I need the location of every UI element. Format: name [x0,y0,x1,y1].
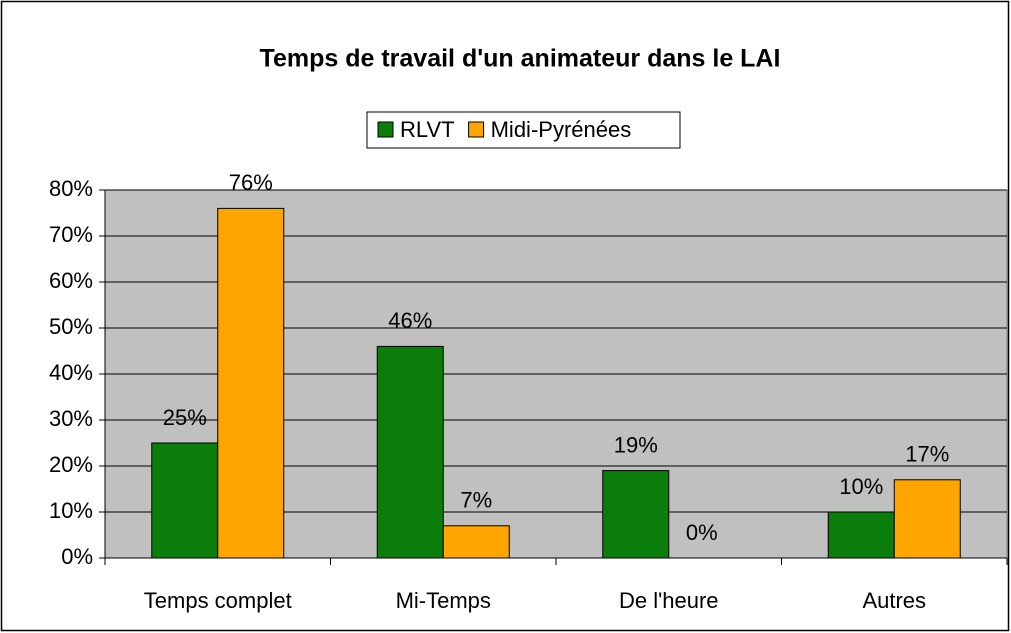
legend-label: RLVT [400,117,455,142]
bar [151,442,219,559]
y-tick-label: 60% [49,268,93,293]
data-label: 10% [839,474,883,499]
x-tick-label: Temps complet [144,588,292,613]
y-tick-label: 50% [49,314,93,339]
data-label: 17% [905,442,949,467]
y-tick-label: 40% [49,360,93,385]
legend-box [366,111,681,149]
bar [217,207,285,559]
legend-swatch [377,121,394,138]
y-tick-label: 30% [49,406,93,431]
legend-label: Midi-Pyrénées [491,117,632,142]
data-label: 76% [229,170,273,195]
y-tick-label: 0% [61,544,93,569]
data-label: 0% [686,520,718,545]
x-tick-label: Autres [862,588,926,613]
y-tick-label: 10% [49,498,93,523]
y-tick-label: 80% [49,176,93,201]
data-label: 46% [388,308,432,333]
data-label: 19% [614,432,658,457]
x-tick-label: Mi-Temps [396,588,491,613]
bar [893,479,961,559]
bar [827,511,895,559]
chart-title: Temps de travail d'un animateur dans le … [260,45,781,73]
legend-swatch [468,121,485,138]
y-tick-label: 20% [49,452,93,477]
data-label: 7% [460,488,492,513]
bar [376,345,444,559]
y-tick-label: 70% [49,222,93,247]
data-label: 25% [163,405,207,430]
bar [442,525,510,559]
bar [602,470,670,559]
x-tick-label: De l'heure [619,588,719,613]
